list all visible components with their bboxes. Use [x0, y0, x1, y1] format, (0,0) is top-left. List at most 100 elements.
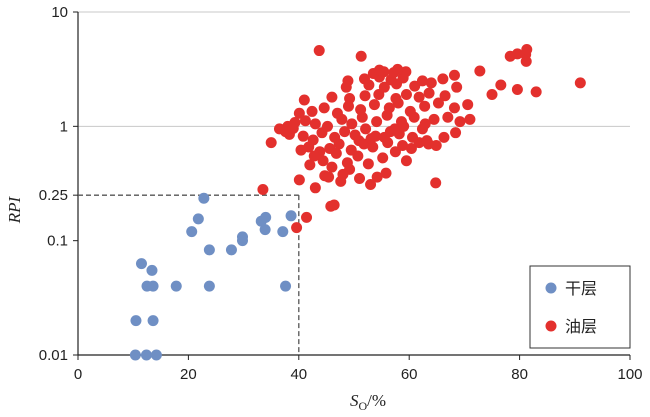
- point-s1-100: [378, 81, 390, 93]
- point-s1-134: [353, 135, 365, 147]
- x-tick-label-2: 40: [290, 366, 307, 383]
- point-s1-117: [474, 65, 486, 77]
- point-s1-77: [368, 99, 380, 111]
- point-s1-138: [398, 120, 410, 132]
- y-tick-label-1: 0.1: [47, 233, 68, 250]
- point-s1-127: [313, 45, 325, 57]
- legend-label-oil: 油层: [565, 317, 597, 336]
- point-s1-90: [390, 93, 402, 105]
- point-s1-62: [371, 116, 383, 128]
- point-s1-133: [330, 147, 342, 159]
- point-s1-96: [511, 83, 523, 95]
- point-s1-91: [400, 88, 412, 100]
- point-s1-140: [323, 171, 335, 183]
- point-s1-107: [358, 73, 370, 85]
- point-s1-13: [380, 167, 392, 179]
- point-s1-23: [400, 155, 412, 167]
- point-s1-29: [345, 144, 357, 156]
- point-s1-46: [360, 123, 372, 135]
- point-s1-78: [383, 102, 395, 114]
- legend-box: [529, 265, 631, 349]
- point-s1-137: [389, 123, 401, 135]
- point-s1-95: [486, 88, 498, 100]
- x-tick-label-3: 60: [401, 366, 418, 383]
- legend-marker-oil: [545, 320, 557, 332]
- cutoff-lines: [78, 194, 300, 355]
- point-s0-2: [150, 349, 162, 361]
- y-tick-label-2: 0.25: [39, 187, 68, 204]
- point-s1-66: [419, 118, 431, 130]
- x-axis-label-unit: /%: [367, 391, 386, 410]
- point-s1-37: [430, 139, 442, 151]
- point-s0-12: [203, 244, 215, 256]
- point-s1-131: [287, 122, 299, 134]
- point-s0-6: [147, 280, 159, 292]
- y-tick-label-3: 1: [60, 118, 68, 135]
- point-s1-4: [257, 184, 269, 196]
- point-s1-71: [293, 107, 305, 119]
- point-s1-135: [365, 133, 377, 145]
- point-s1-111: [416, 75, 428, 87]
- point-s1-93: [423, 87, 435, 99]
- point-s0-17: [259, 224, 271, 236]
- point-s1-125: [520, 55, 532, 67]
- point-s1-57: [309, 118, 321, 130]
- point-s1-40: [297, 130, 309, 142]
- point-s1-82: [432, 97, 444, 109]
- x-tick-label-1: 20: [180, 366, 197, 383]
- point-s1-88: [359, 90, 371, 102]
- point-s1-80: [404, 105, 416, 117]
- point-s1-10: [354, 172, 366, 184]
- y-tick-labels: 0.01 0.1 0.25 1 10: [39, 4, 68, 364]
- point-s1-74: [331, 107, 343, 119]
- point-s1-139: [421, 135, 433, 147]
- point-s1-126: [521, 43, 533, 55]
- point-s1-141: [337, 168, 349, 180]
- point-s1-11: [365, 178, 377, 190]
- point-s0-8: [203, 280, 215, 292]
- point-s1-17: [326, 161, 338, 173]
- point-s1-69: [454, 116, 466, 128]
- point-s1-0: [291, 222, 303, 234]
- legend-marker-dry: [545, 282, 557, 294]
- grid-lines: [78, 11, 630, 127]
- point-s1-15: [304, 159, 316, 171]
- y-tick-label-4: 10: [51, 4, 68, 21]
- point-s1-83: [448, 102, 460, 114]
- point-s1-12: [371, 171, 383, 183]
- point-s0-9: [280, 280, 292, 292]
- point-s0-1: [140, 349, 152, 361]
- point-s1-136: [378, 131, 390, 143]
- point-s0-16: [186, 226, 198, 238]
- point-s1-58: [322, 120, 334, 132]
- x-axis-label-sub: O: [359, 399, 368, 413]
- x-tick-label-4: 80: [511, 366, 528, 383]
- point-s1-33: [397, 139, 409, 151]
- point-s0-18: [277, 226, 289, 238]
- point-s0-13: [225, 244, 237, 256]
- point-s1-73: [318, 102, 330, 114]
- point-s1-41: [307, 134, 319, 146]
- x-tick-labels: 0 20 40 60 80 100: [74, 366, 643, 383]
- point-s1-22: [389, 146, 401, 158]
- point-s1-132: [308, 150, 320, 162]
- point-s1-105: [495, 79, 507, 91]
- point-s1-56: [299, 115, 311, 127]
- point-s1-106: [574, 77, 586, 89]
- legend-label-dry: 干层: [565, 279, 597, 298]
- point-s1-97: [530, 86, 542, 98]
- legend: 干层 油层: [529, 265, 631, 349]
- point-s1-52: [438, 131, 450, 143]
- point-s1-128: [342, 75, 354, 87]
- point-s1-18: [341, 157, 353, 169]
- point-s1-94: [439, 90, 451, 102]
- x-axis-label: SO/%: [350, 391, 386, 413]
- point-s1-116: [400, 66, 412, 78]
- point-s1-3: [328, 199, 340, 211]
- point-s0-7: [170, 280, 182, 292]
- point-s1-123: [511, 48, 523, 60]
- y-axis-label: RPI: [5, 195, 24, 224]
- point-s1-84: [462, 99, 474, 111]
- point-s0-22: [285, 210, 297, 222]
